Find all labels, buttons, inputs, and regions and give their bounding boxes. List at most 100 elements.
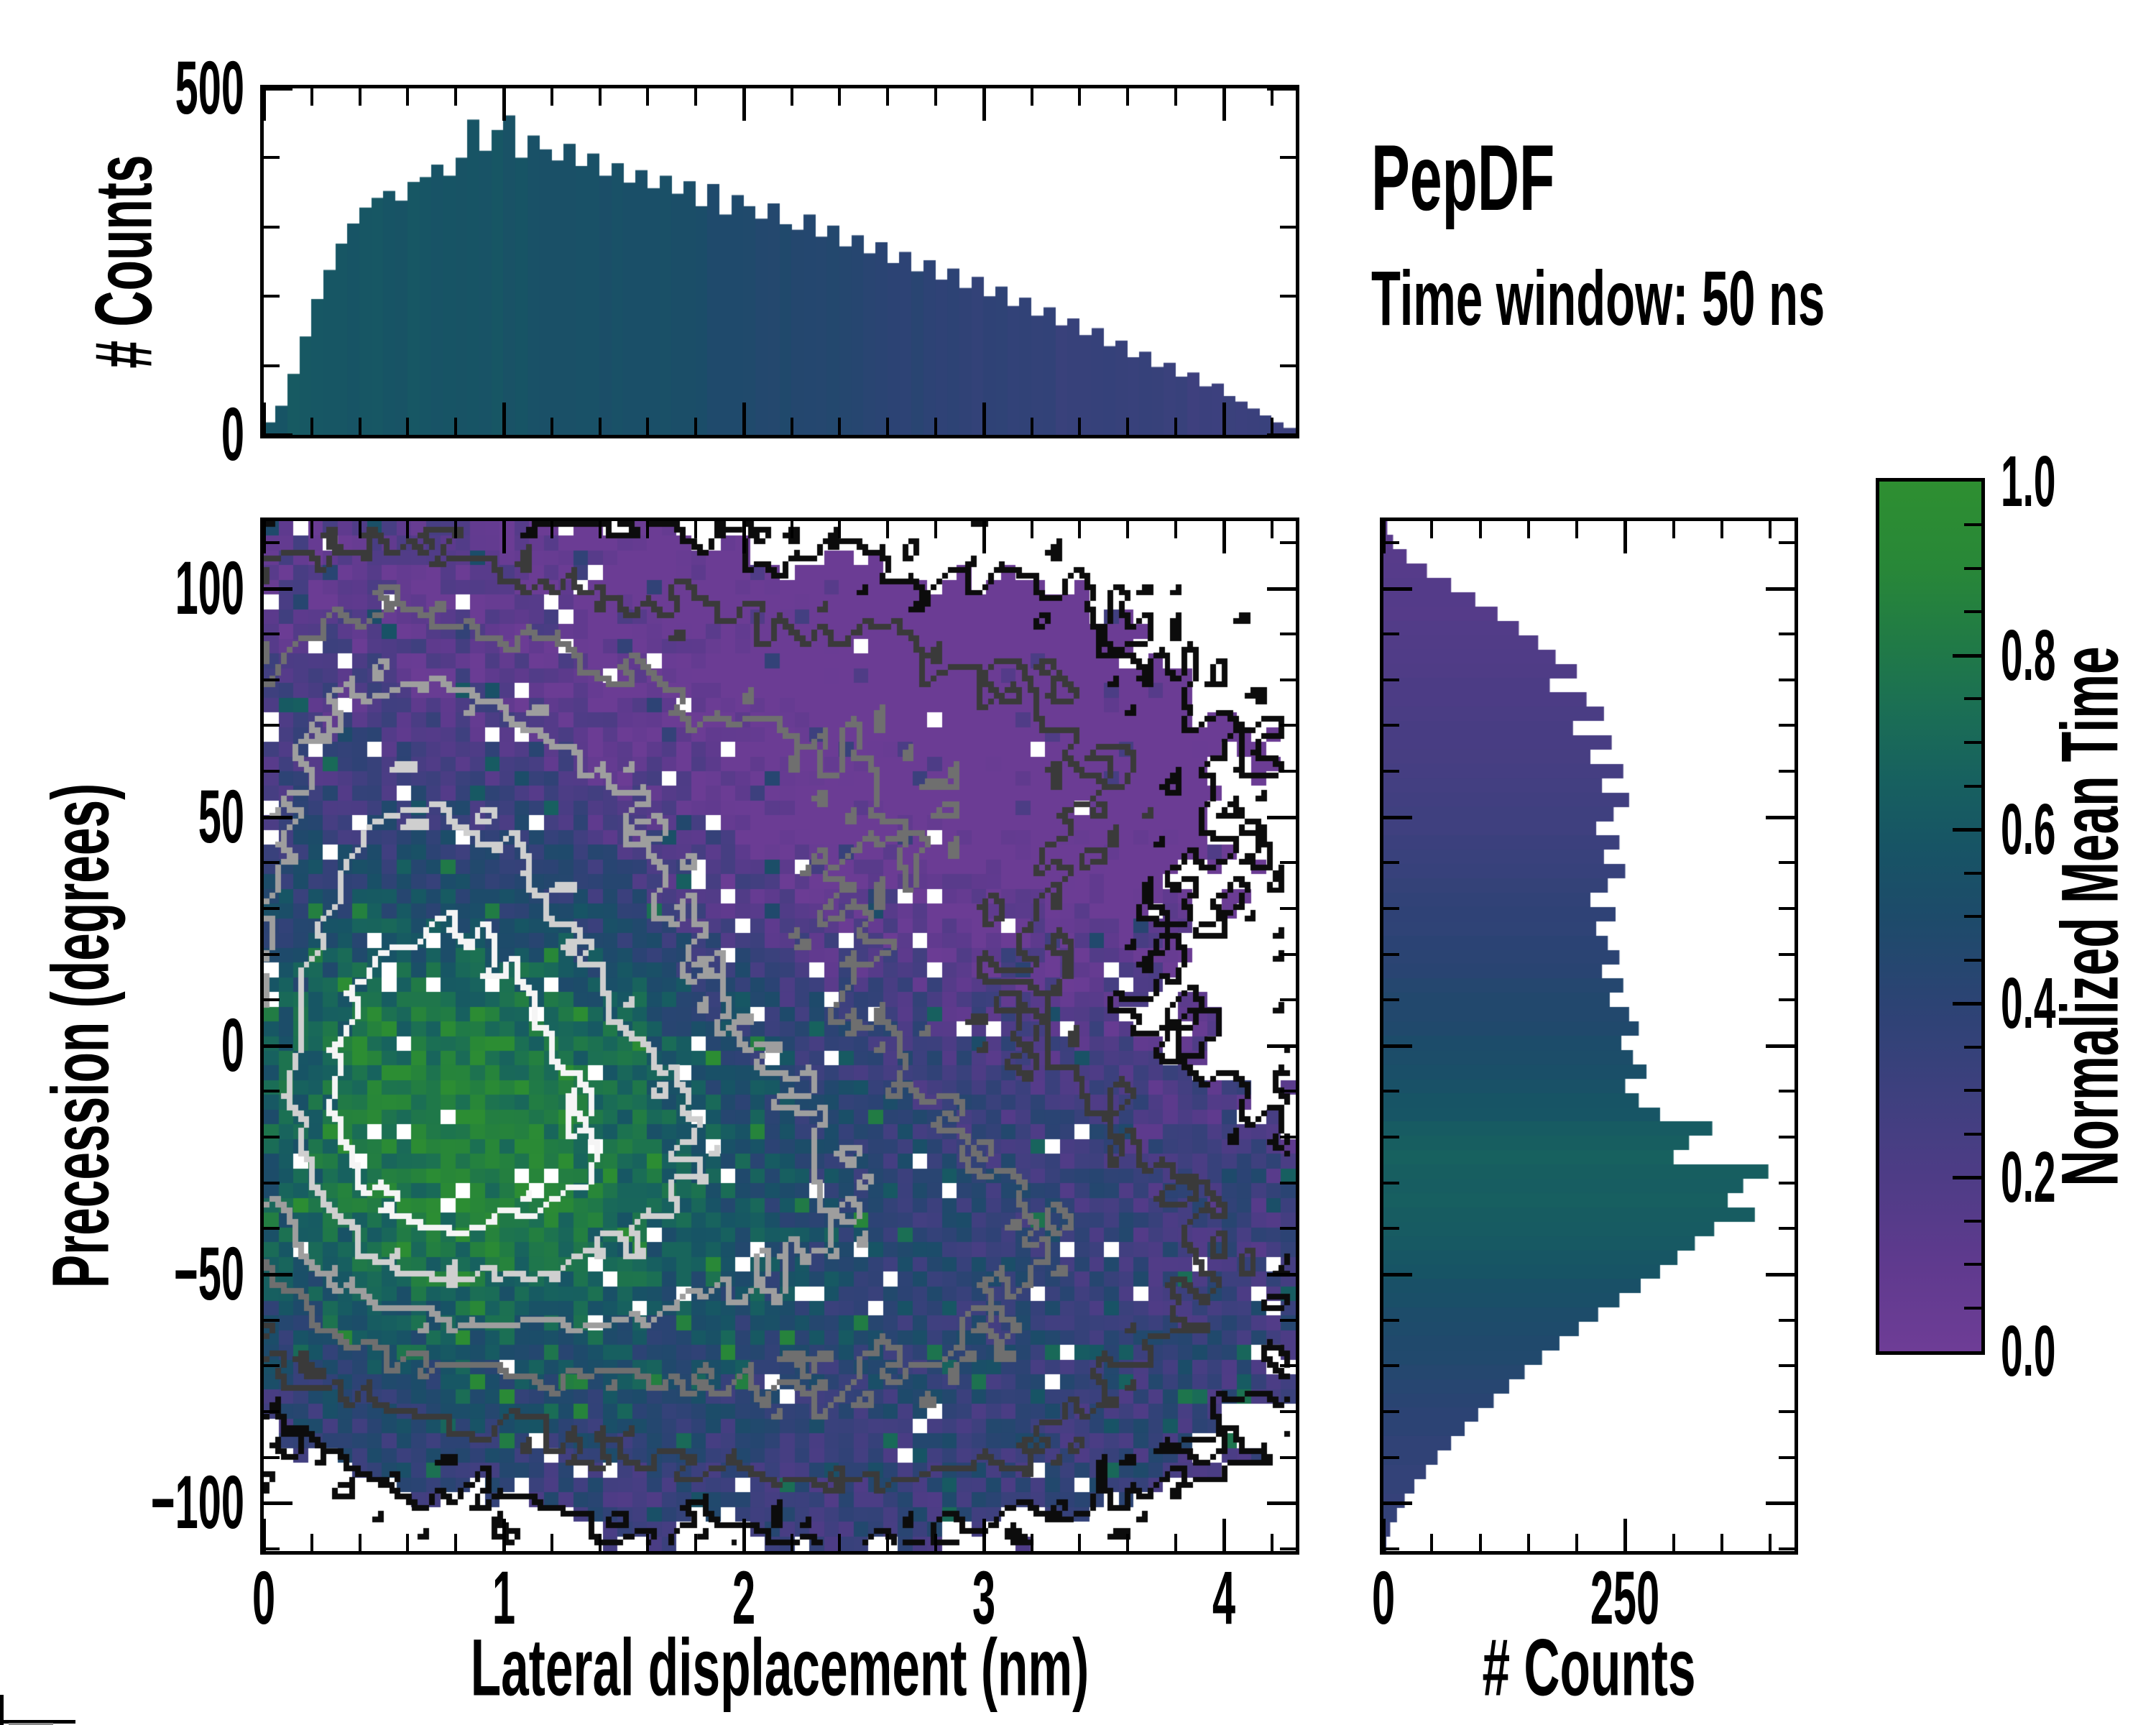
tick-minor <box>934 418 937 435</box>
tick-minor <box>1779 953 1795 956</box>
tick-minor <box>454 88 457 106</box>
tick-minor <box>1964 567 1981 570</box>
tick-minor <box>1078 521 1081 538</box>
tick-minor <box>1479 521 1482 538</box>
tick-minor <box>1280 1182 1296 1184</box>
tick-minor <box>1280 1410 1296 1413</box>
tick-minor <box>1383 678 1399 681</box>
tick-minor <box>1383 907 1399 910</box>
main-y-axis-label: Precession (degrees) <box>35 783 126 1289</box>
tick-minor <box>1779 1456 1795 1459</box>
tick-minor <box>406 521 409 538</box>
tick-minor <box>264 861 280 864</box>
tick-minor <box>310 88 313 106</box>
tick-major <box>1382 521 1386 553</box>
tick-minor <box>1779 861 1795 864</box>
tick-minor <box>791 1534 793 1551</box>
tick-minor <box>694 88 697 106</box>
tick-minor <box>359 1534 361 1551</box>
tick-major <box>262 402 266 435</box>
tick-major <box>1953 1002 1981 1006</box>
main-y-tick-label: −100 <box>150 1460 244 1545</box>
tick-minor <box>1769 1534 1772 1551</box>
tick-minor <box>1280 770 1296 773</box>
tick-minor <box>1280 1547 1296 1550</box>
tick-major <box>1267 1501 1296 1505</box>
tick-minor <box>1779 1182 1795 1184</box>
top-marginal-y-tick-label: 500 <box>175 46 244 130</box>
tick-minor <box>1575 1534 1578 1551</box>
main-y-tick-label: 50 <box>198 774 244 859</box>
tick-minor <box>264 1364 280 1367</box>
top-marginal-histogram-canvas <box>264 88 1296 435</box>
tick-minor <box>550 88 553 106</box>
tick-minor <box>791 521 793 538</box>
main-x-tick-label: 1 <box>492 1556 516 1640</box>
tick-minor <box>1280 907 1296 910</box>
tick-minor <box>264 541 280 544</box>
tick-minor <box>1031 418 1033 435</box>
tick-minor <box>599 1534 602 1551</box>
tick-minor <box>1527 1534 1530 1551</box>
colorbar-tick-label: 0.6 <box>2001 789 2056 870</box>
tick-minor <box>1964 1133 1981 1136</box>
tick-major <box>1383 816 1412 819</box>
tick-minor <box>646 418 649 435</box>
tick-minor <box>264 1456 280 1459</box>
tick-major <box>742 402 746 435</box>
tick-minor <box>264 226 280 229</box>
tick-minor <box>1280 226 1296 229</box>
tick-minor <box>1779 632 1795 635</box>
tick-minor <box>1964 741 1981 744</box>
tick-minor <box>1280 953 1296 956</box>
main-y-tick-label: 0 <box>221 1003 244 1087</box>
tick-minor <box>934 521 937 538</box>
tick-minor <box>264 998 280 1001</box>
tick-minor <box>264 1547 280 1550</box>
tick-minor <box>1271 1534 1273 1551</box>
tick-major <box>502 88 506 121</box>
tick-minor <box>1174 418 1177 435</box>
tick-minor <box>454 418 457 435</box>
tick-minor <box>1383 1319 1399 1322</box>
tick-minor <box>1271 88 1273 106</box>
tick-minor <box>1720 521 1723 538</box>
tick-major <box>982 88 986 121</box>
tick-minor <box>1280 861 1296 864</box>
tick-major <box>742 88 746 121</box>
top-marginal-y-tick-label: 0 <box>221 392 244 477</box>
tick-minor <box>406 88 409 106</box>
main-x-axis-label: Lateral displacement (nm) <box>470 1622 1089 1713</box>
tick-minor <box>1280 1090 1296 1092</box>
tick-minor <box>1280 295 1296 298</box>
tick-minor <box>1779 1319 1795 1322</box>
tick-major <box>1267 1044 1296 1048</box>
tick-minor <box>264 770 280 773</box>
tick-major <box>264 1044 292 1048</box>
joint-heatmap-panel <box>260 518 1299 1555</box>
tick-minor <box>791 88 793 106</box>
colorbar-tick-label: 0.0 <box>2001 1311 2056 1392</box>
tick-minor <box>264 1136 280 1138</box>
tick-minor <box>1280 541 1296 544</box>
tick-minor <box>1126 1534 1129 1551</box>
tick-minor <box>264 1410 280 1413</box>
tick-minor <box>1031 1534 1033 1551</box>
tick-minor <box>1280 1364 1296 1367</box>
tick-minor <box>1779 1410 1795 1413</box>
tick-minor <box>1964 1307 1981 1310</box>
tick-minor <box>264 156 280 159</box>
tick-minor <box>550 1534 553 1551</box>
tick-minor <box>886 1534 889 1551</box>
tick-major <box>502 1519 506 1551</box>
corner-mark-horizontal <box>0 1720 75 1724</box>
colorbar-tick-label: 0.4 <box>2001 963 2056 1044</box>
tick-major <box>1267 816 1296 819</box>
tick-major <box>1766 1273 1795 1276</box>
joint-heatmap-contour-canvas <box>264 521 1296 1551</box>
tick-minor <box>1280 364 1296 367</box>
tick-major <box>502 402 506 435</box>
main-x-tick-label: 3 <box>972 1556 995 1640</box>
tick-minor <box>1174 88 1177 106</box>
